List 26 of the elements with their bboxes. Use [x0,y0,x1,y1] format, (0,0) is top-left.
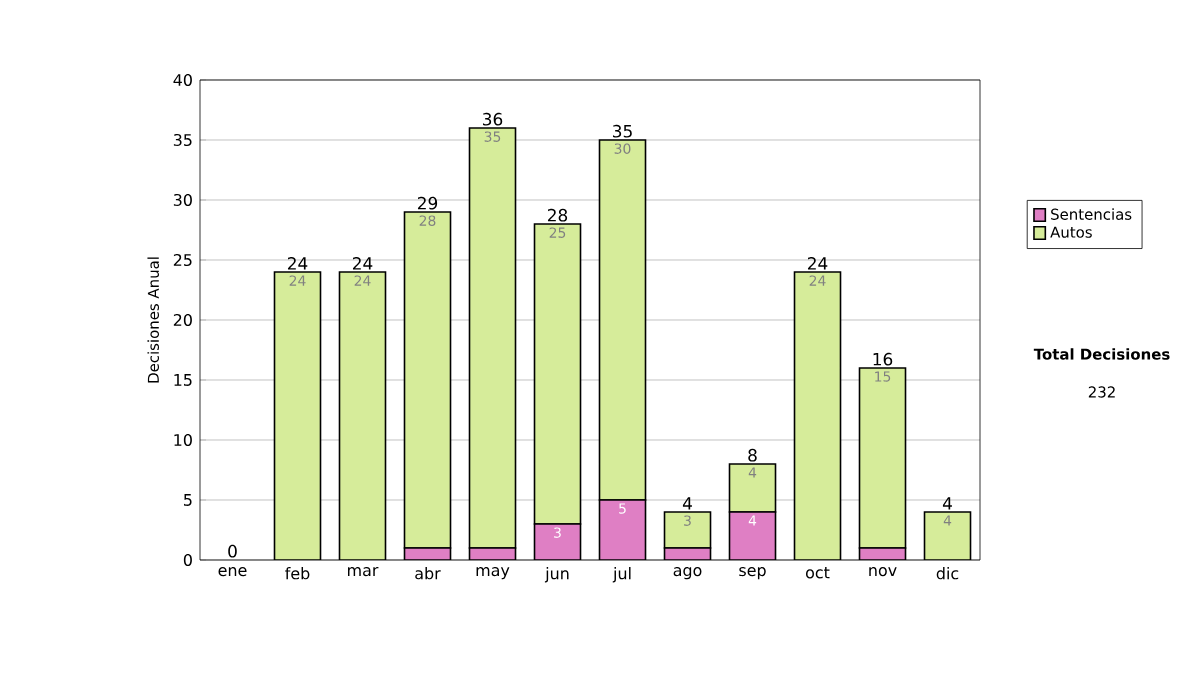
bar [598,139,647,501]
bar [339,271,386,560]
bar [663,511,712,549]
bar [728,463,777,513]
total-label: 0 [228,544,237,558]
total-label: 24 [287,257,308,270]
total-label: 4 [682,497,692,510]
total-label: 36 [483,112,503,126]
bar [403,211,452,549]
bar [794,271,841,560]
bar [533,223,582,525]
total-label: 35 [613,124,632,138]
total-label: 29 [417,196,438,210]
bar [599,500,646,560]
bar [468,127,517,549]
bar [729,512,776,560]
bar [274,271,321,560]
bar [534,524,581,560]
bar [923,511,972,560]
total-label: 28 [547,208,568,222]
total-label: 24 [807,257,828,270]
total-label: 16 [873,352,893,366]
total-label: 4 [942,497,952,510]
bar [858,367,907,549]
total-label: 8 [748,448,757,462]
total-label: 24 [352,257,373,270]
